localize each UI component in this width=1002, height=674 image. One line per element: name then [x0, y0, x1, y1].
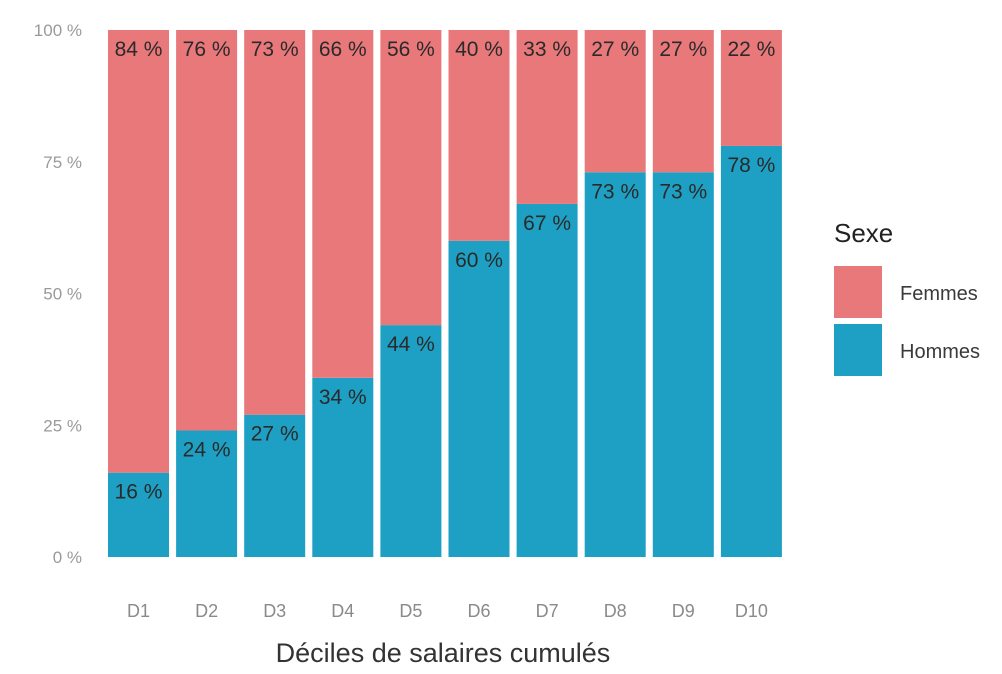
x-tick-label: D6 [467, 601, 490, 621]
legend-swatch-hommes [834, 324, 882, 376]
data-label-hommes-d4: 34 % [319, 386, 367, 409]
x-tick-label: D3 [263, 601, 286, 621]
data-label-hommes-d10: 78 % [727, 154, 775, 177]
bar-femmes-d8 [584, 30, 646, 173]
bar-hommes-d5 [380, 325, 442, 557]
bar-hommes-d4 [312, 377, 374, 557]
x-axis: D1 D2 D3 D4 D5 D6 D7 D8 D9 D10 [127, 601, 768, 621]
y-tick-label: 50 % [43, 285, 82, 304]
y-tick-label: 25 % [43, 416, 82, 435]
bar-hommes-d6 [448, 240, 510, 558]
bar-femmes-d4 [312, 30, 374, 378]
y-tick-label: 100 % [34, 21, 82, 40]
y-tick-label: 75 % [43, 153, 82, 172]
data-label-femmes-d4: 66 % [319, 38, 367, 61]
data-label-hommes-d2: 24 % [183, 439, 231, 462]
data-label-hommes-d1: 16 % [115, 481, 163, 504]
bars-layer [108, 30, 782, 558]
x-tick-label: D9 [672, 601, 695, 621]
x-axis-title: Déciles de salaires cumulés [276, 638, 611, 668]
x-tick-label: D4 [331, 601, 354, 621]
bar-hommes-d2 [176, 430, 238, 557]
data-label-femmes-d7: 33 % [523, 38, 571, 61]
data-label-hommes-d6: 60 % [455, 249, 503, 272]
bar-femmes-d1 [108, 30, 169, 473]
data-label-hommes-d9: 73 % [659, 180, 707, 203]
bar-femmes-d10 [720, 30, 782, 146]
x-tick-label: D8 [604, 601, 627, 621]
bar-femmes-d9 [652, 30, 714, 173]
bar-hommes-d1 [108, 472, 169, 557]
data-labels-layer: 16 % 84 % 24 % 76 % 27 % 73 % 34 % 66 % 44 % 56 %… [115, 38, 776, 504]
data-label-femmes-d9: 27 % [659, 38, 707, 61]
x-tick-label: D10 [735, 601, 768, 621]
bar-hommes-d10 [720, 145, 782, 557]
legend-label-femmes: Femmes [900, 283, 978, 305]
data-label-femmes-d2: 76 % [183, 38, 231, 61]
data-label-femmes-d10: 22 % [727, 38, 775, 61]
data-label-hommes-d8: 73 % [591, 180, 639, 203]
bar-hommes-d8 [584, 172, 646, 558]
x-tick-label: D1 [127, 601, 150, 621]
bar-hommes-d9 [652, 172, 714, 558]
x-tick-label: D5 [399, 601, 422, 621]
data-label-hommes-d3: 27 % [251, 423, 299, 446]
legend-title: Sexe [834, 218, 893, 248]
legend-label-hommes: Hommes [900, 341, 980, 363]
y-axis: 0 % 25 % 50 % 75 % 100 % [34, 21, 82, 567]
bar-hommes-d7 [516, 203, 578, 557]
legend: Sexe Femmes Hommes [834, 218, 980, 376]
data-label-femmes-d1: 84 % [115, 38, 163, 61]
bar-femmes-d3 [244, 30, 306, 415]
bar-femmes-d6 [448, 30, 510, 241]
data-label-hommes-d5: 44 % [387, 333, 435, 356]
legend-swatch-femmes [834, 266, 882, 318]
data-label-femmes-d6: 40 % [455, 38, 503, 61]
y-tick-label: 0 % [53, 548, 82, 567]
data-label-femmes-d5: 56 % [387, 38, 435, 61]
data-label-femmes-d8: 27 % [591, 38, 639, 61]
x-tick-label: D2 [195, 601, 218, 621]
data-label-femmes-d3: 73 % [251, 38, 299, 61]
data-label-hommes-d7: 67 % [523, 212, 571, 235]
bar-femmes-d2 [176, 30, 238, 431]
bar-femmes-d7 [516, 30, 578, 204]
x-tick-label: D7 [536, 601, 559, 621]
bar-femmes-d5 [380, 30, 442, 326]
bar-hommes-d3 [244, 414, 306, 557]
